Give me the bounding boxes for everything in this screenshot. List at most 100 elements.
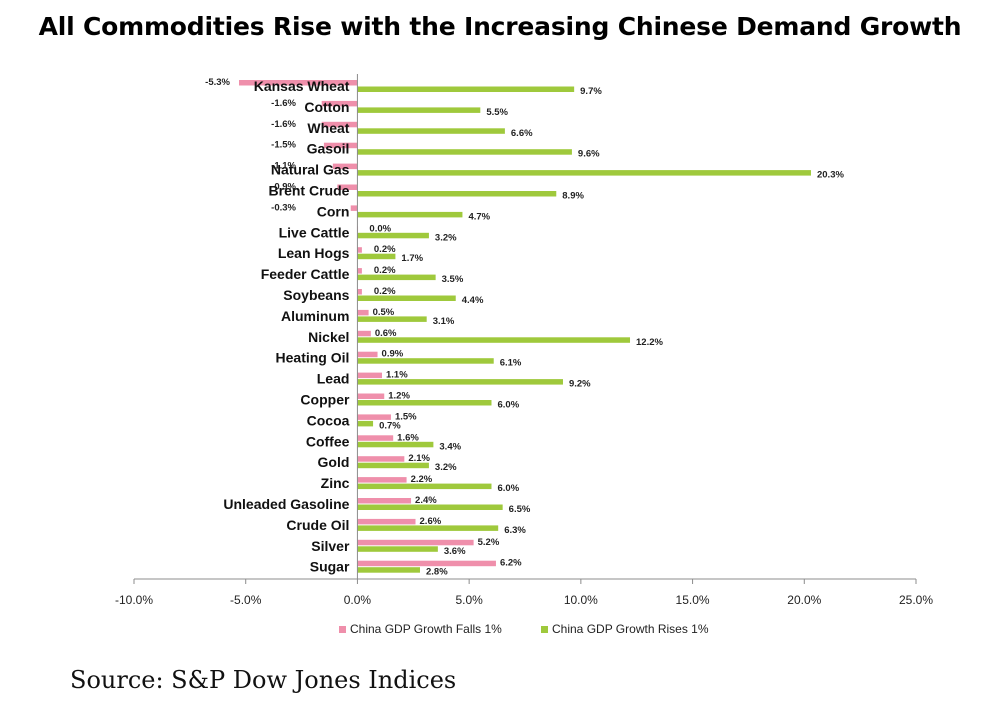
bar-chart: Kansas Wheat -5.3% 9.7% Cotton -1.6% 5.5% Whea…: [115, 74, 933, 636]
category-label: Soybeans: [283, 287, 349, 303]
source-note: Source: S&P Dow Jones Indices: [70, 666, 457, 694]
x-tick-label: 5.0%: [455, 593, 483, 607]
data-label-falls: 1.2%: [388, 391, 410, 402]
legend-swatch-rises: [541, 626, 548, 633]
x-tick-label: 10.0%: [564, 593, 598, 607]
category-label: Nickel: [308, 329, 349, 345]
data-label-falls: -1.5%: [271, 140, 296, 151]
bar-rises: [357, 253, 396, 260]
category-label: Unleaded Gasoline: [223, 496, 349, 512]
data-label-rises: 3.6%: [444, 546, 466, 557]
bar-rises: [357, 274, 436, 281]
bar-rises: [357, 400, 492, 406]
bar-rises: [357, 358, 494, 364]
bar-rises: [357, 567, 420, 573]
category-label: Crude Oil: [286, 517, 349, 533]
bar-falls: [239, 80, 358, 86]
category-label: Silver: [311, 538, 350, 554]
category-label: Coffee: [306, 433, 350, 449]
data-label-rises: 0.7%: [379, 420, 401, 431]
data-label-falls: 0.6%: [375, 328, 397, 339]
chart-title: All Commodities Rise with the Increasing…: [38, 12, 962, 41]
data-label-rises: 3.2%: [435, 232, 457, 243]
category-label: Cotton: [304, 99, 349, 115]
category-label: Heating Oil: [276, 350, 350, 366]
bar-rises: [357, 441, 434, 448]
bar-falls: [357, 414, 391, 420]
data-label-rises: 9.6%: [578, 149, 600, 160]
bar-rises: [357, 337, 631, 343]
data-label-rises: 3.2%: [435, 462, 457, 473]
category-label: Cocoa: [307, 412, 350, 428]
bar-falls: [357, 393, 385, 399]
data-label-falls: 0.2%: [374, 244, 396, 255]
bar-rises: [357, 86, 575, 92]
data-label-falls: 6.2%: [500, 558, 522, 569]
x-tick-label: 20.0%: [787, 593, 821, 607]
bar-falls: [337, 184, 358, 190]
category-label: Live Cattle: [279, 224, 350, 240]
bar-falls: [357, 498, 412, 504]
bar-rises: [357, 211, 463, 218]
bar-rises: [357, 191, 557, 197]
bar-rises: [357, 504, 503, 510]
x-tick-label: 15.0%: [676, 593, 710, 607]
bar-falls: [357, 247, 362, 253]
legend-swatch-falls: [339, 626, 346, 633]
data-label-rises: 9.2%: [569, 379, 591, 390]
bar-falls: [357, 330, 371, 337]
bar-falls: [357, 351, 378, 358]
category-label: Feeder Cattle: [261, 266, 350, 282]
category-label: Lean Hogs: [278, 245, 350, 261]
data-label-falls: -1.1%: [271, 161, 296, 172]
bar-falls: [321, 121, 358, 128]
data-label-falls: 1.5%: [395, 411, 417, 422]
bar-falls: [357, 309, 369, 316]
data-label-falls: 1.1%: [386, 370, 408, 381]
bar-falls: [350, 205, 358, 211]
bar-falls: [357, 560, 496, 567]
data-label-rises: 5.5%: [486, 107, 508, 118]
bar-falls: [357, 372, 383, 379]
data-label-rises: 3.5%: [442, 274, 464, 285]
bar-rises: [357, 232, 429, 239]
data-label-falls: 2.6%: [420, 516, 442, 527]
data-label-falls: 1.6%: [397, 432, 419, 443]
bar-falls: [357, 289, 362, 295]
bar-falls: [357, 518, 416, 525]
data-label-rises: 3.1%: [433, 316, 455, 327]
bar-falls: [357, 435, 394, 441]
category-label: Gasoil: [307, 141, 350, 157]
bar-falls: [357, 539, 474, 546]
data-label-rises: 20.3%: [817, 170, 844, 181]
bar-falls: [321, 100, 358, 107]
bar-falls: [357, 456, 405, 462]
category-label: Gold: [318, 454, 350, 470]
category-label: Brent Crude: [269, 183, 350, 199]
x-tick-label: 0.0%: [344, 593, 372, 607]
data-label-rises: 2.8%: [426, 567, 448, 578]
x-tick-label: -10.0%: [115, 593, 153, 607]
bar-falls: [357, 268, 362, 274]
data-label-rises: 6.3%: [504, 525, 526, 536]
bar-rises: [357, 546, 438, 552]
data-label-falls: -1.6%: [271, 98, 296, 109]
bar-rises: [357, 128, 505, 134]
data-label-rises: 4.4%: [462, 295, 484, 306]
bar-rises: [357, 379, 563, 385]
category-label: Kansas Wheat: [254, 78, 350, 94]
data-label-rises: 9.7%: [580, 86, 602, 97]
category-label: Lead: [317, 371, 350, 387]
data-label-falls: -5.3%: [205, 77, 230, 88]
data-label-rises: 6.6%: [511, 128, 533, 139]
x-tick-label: -5.0%: [230, 593, 262, 607]
data-label-rises: 4.7%: [468, 211, 490, 222]
bar-rises: [357, 107, 481, 113]
category-label: Zinc: [321, 475, 350, 491]
bar-rises: [357, 525, 499, 531]
bar-falls: [332, 163, 358, 170]
bar-rises: [357, 462, 429, 469]
category-label: Corn: [317, 203, 350, 219]
data-label-falls: -0.9%: [271, 182, 296, 193]
data-label-falls: 2.4%: [415, 495, 437, 506]
